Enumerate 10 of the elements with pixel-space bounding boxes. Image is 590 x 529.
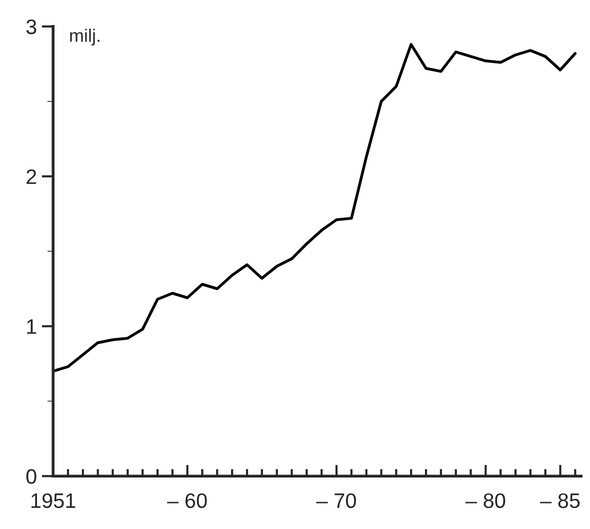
x-tick-label: – 60 bbox=[167, 493, 207, 508]
y-tick-label: 0 bbox=[26, 469, 36, 484]
x-tick-label: – 85 bbox=[540, 493, 580, 508]
x-tick-label: – 70 bbox=[316, 493, 356, 508]
y-tick-label: 2 bbox=[26, 169, 36, 184]
y-tick-label: 1 bbox=[27, 319, 36, 334]
y-axis-title: milj. bbox=[70, 28, 100, 46]
x-tick-label: – 80 bbox=[465, 493, 506, 508]
x-tick-label: 1951 bbox=[32, 493, 76, 508]
y-tick-label: 3 bbox=[26, 19, 36, 34]
